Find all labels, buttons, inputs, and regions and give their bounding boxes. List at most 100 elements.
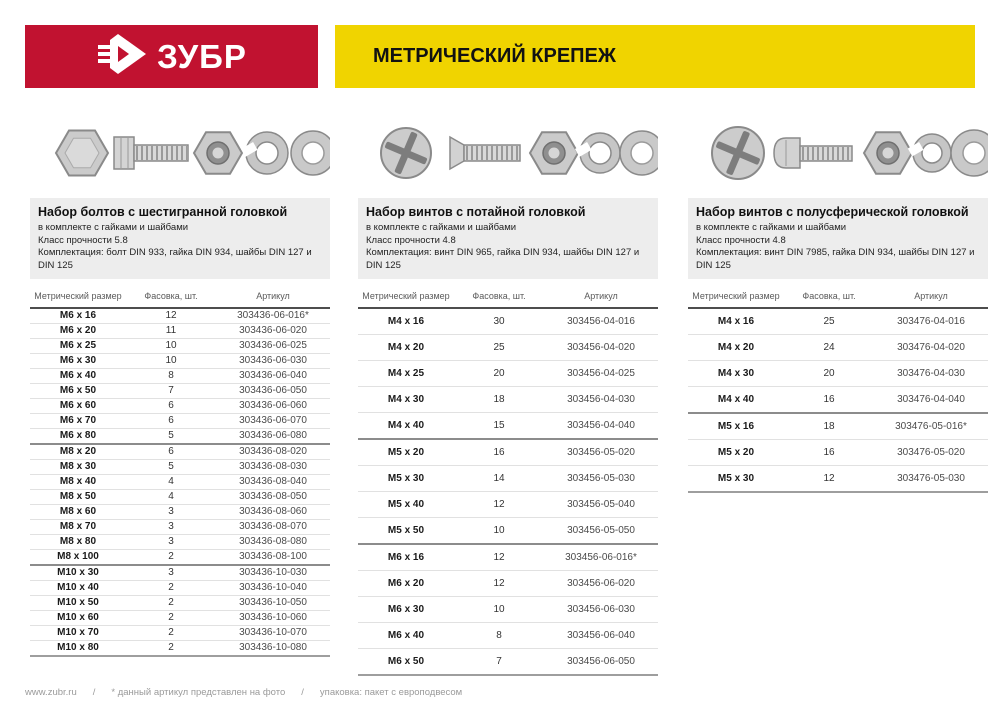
table-row: M10 x 60 2 303436-10-060 [30,609,330,625]
fastener-table: Метрический размер Фасовка, шт. Артикул … [688,283,988,493]
set-info: Набор болтов с шестигранной головкой в к… [30,198,330,279]
set-components: Комплектация: винт DIN 965, гайка DIN 93… [366,247,640,271]
sku-cell: 303476-05-020 [874,438,988,465]
set-title: Набор винтов с полусферической головкой [696,205,969,219]
sku-cell: 303476-04-030 [874,359,988,386]
table-row: M10 x 40 2 303436-10-040 [30,579,330,595]
table-row: M4 x 40 15 303456-04-040 [358,411,658,439]
set-subtitle: в комплекте с гайками и шайбами [366,222,517,233]
size-cell: M8 x 60 [30,503,126,519]
table-row: M6 x 20 12 303456-06-020 [358,569,658,596]
section-countersunk-screws: Набор винтов с потайной головкой в компл… [358,111,665,676]
size-cell: M10 x 70 [30,624,126,640]
table-row: M6 x 30 10 303436-06-030 [30,352,330,368]
qty-cell: 2 [126,609,216,625]
table-row: M6 x 20 11 303436-06-020 [30,322,330,338]
col-header-sku: Артикул [544,283,658,309]
table-row: M6 x 25 10 303436-06-025 [30,337,330,353]
hex-bolt-set-photo [30,111,336,195]
size-cell: M5 x 16 [688,411,784,439]
col-header-size: Метрический размер [358,283,454,309]
qty-cell: 20 [454,359,544,386]
table-row: M8 x 50 4 303436-08-050 [30,488,330,504]
table-row: M4 x 20 25 303456-04-020 [358,333,658,360]
size-cell: M4 x 40 [358,411,454,439]
size-cell: M10 x 40 [30,579,126,595]
qty-cell: 12 [165,310,177,321]
qty-cell: 6 [126,442,216,459]
sku-cell: 303456-05-040 [544,490,658,517]
size-cell: M5 x 50 [358,516,454,544]
size-cell: M6 x 40 [30,367,126,383]
set-components: Комплектация: болт DIN 933, гайка DIN 93… [38,247,312,271]
qty-cell: 2 [126,639,216,657]
qty-cell: 3 [126,533,216,549]
site-link[interactable]: www.zubr.ru [25,687,77,698]
qty-cell: 20 [784,359,874,386]
qty-cell: 8 [126,367,216,383]
qty-cell: 16 [454,437,544,465]
footer-separator: / [301,687,304,698]
table-row: M4 x 30 18 303456-04-030 [358,385,658,412]
qty-cell: 14 [454,464,544,491]
set-strength: Класс прочности 4.8 [366,234,456,246]
size-cell: M8 x 100 [30,548,126,565]
col-header-pack: Фасовка, шт. [126,283,216,309]
sku-cell: 303436-08-030 [216,458,330,474]
table-row: M4 x 16 30 303456-04-016 [358,308,658,335]
size-cell: M4 x 25 [358,359,454,386]
zubr-arrow-icon [96,32,148,81]
qty-cell: 5 [126,427,216,444]
footer: www.zubr.ru / * данный артикул представл… [25,687,462,698]
qty-cell: 12 [454,569,544,596]
qty-cell: 3 [126,518,216,534]
qty-cell: 30 [493,315,505,327]
footer-note-pack: упаковка: пакет с европодвесом [319,687,463,698]
pan-head-screw-set-photo [688,111,998,195]
size-cell: M6 x 30 [358,595,454,622]
sku-cell: 303436-10-080 [216,639,330,657]
size-cell: M4 x 16 [717,315,755,327]
size-cell: M6 x 20 [358,569,454,596]
set-strength: Класс прочности 5.8 [38,234,128,246]
table-row: M5 x 16 18 303476-05-016* [688,411,988,439]
sku-cell: 303456-04-016 [567,315,635,327]
sku-cell: 303456-05-030 [544,464,658,491]
table-row: M4 x 30 20 303476-04-030 [688,359,988,386]
table-row: M6 x 70 6 303436-06-070 [30,412,330,428]
set-subtitle: в комплекте с гайками и шайбами [696,222,847,233]
qty-cell: 12 [784,464,874,493]
table-row: M10 x 30 3 303436-10-030 [30,563,330,580]
sku-cell: 303436-08-050 [216,488,330,504]
size-cell: M4 x 20 [688,333,784,360]
countersunk-screw-set-photo [358,111,665,195]
sku-cell: 303456-04-030 [544,385,658,412]
sku-cell: 303456-06-016* [544,542,658,570]
set-info: Набор винтов с потайной головкой в компл… [358,198,658,279]
sku-cell: 303436-06-040 [216,367,330,383]
table-row: M6 x 16 12 303436-06-016* [30,308,330,324]
table-row: M10 x 80 2 303436-10-080 [30,639,330,657]
section-hex-bolts: Набор болтов с шестигранной головкой в к… [30,111,336,657]
table-row: M8 x 40 4 303436-08-040 [30,473,330,489]
footer-note-asterisk: * данный артикул представлен на фото [111,687,286,698]
sku-cell: 303476-04-040 [874,385,988,413]
sku-cell: 303436-06-030 [216,352,330,368]
table-row: M6 x 16 12 303456-06-016* [358,542,658,570]
sku-cell: 303436-06-050 [216,382,330,398]
set-title: Набор болтов с шестигранной головкой [38,205,288,219]
qty-cell: 4 [126,488,216,504]
size-cell: M5 x 20 [358,437,454,465]
sku-cell: 303436-08-100 [216,548,330,565]
table-row: M5 x 40 12 303456-05-040 [358,490,658,517]
sku-cell: 303476-05-016* [874,411,988,439]
qty-cell: 7 [454,647,544,676]
footer-separator: / [92,687,96,698]
brand-banner: ЗУБР [25,25,318,88]
table-row: M6 x 40 8 303436-06-040 [30,367,330,383]
sku-cell: 303436-10-070 [216,624,330,640]
sku-cell: 303436-10-030 [216,563,330,580]
size-cell: M6 x 16 [59,310,97,321]
size-cell: M10 x 50 [30,594,126,610]
table-row: M6 x 40 8 303456-06-040 [358,621,658,648]
